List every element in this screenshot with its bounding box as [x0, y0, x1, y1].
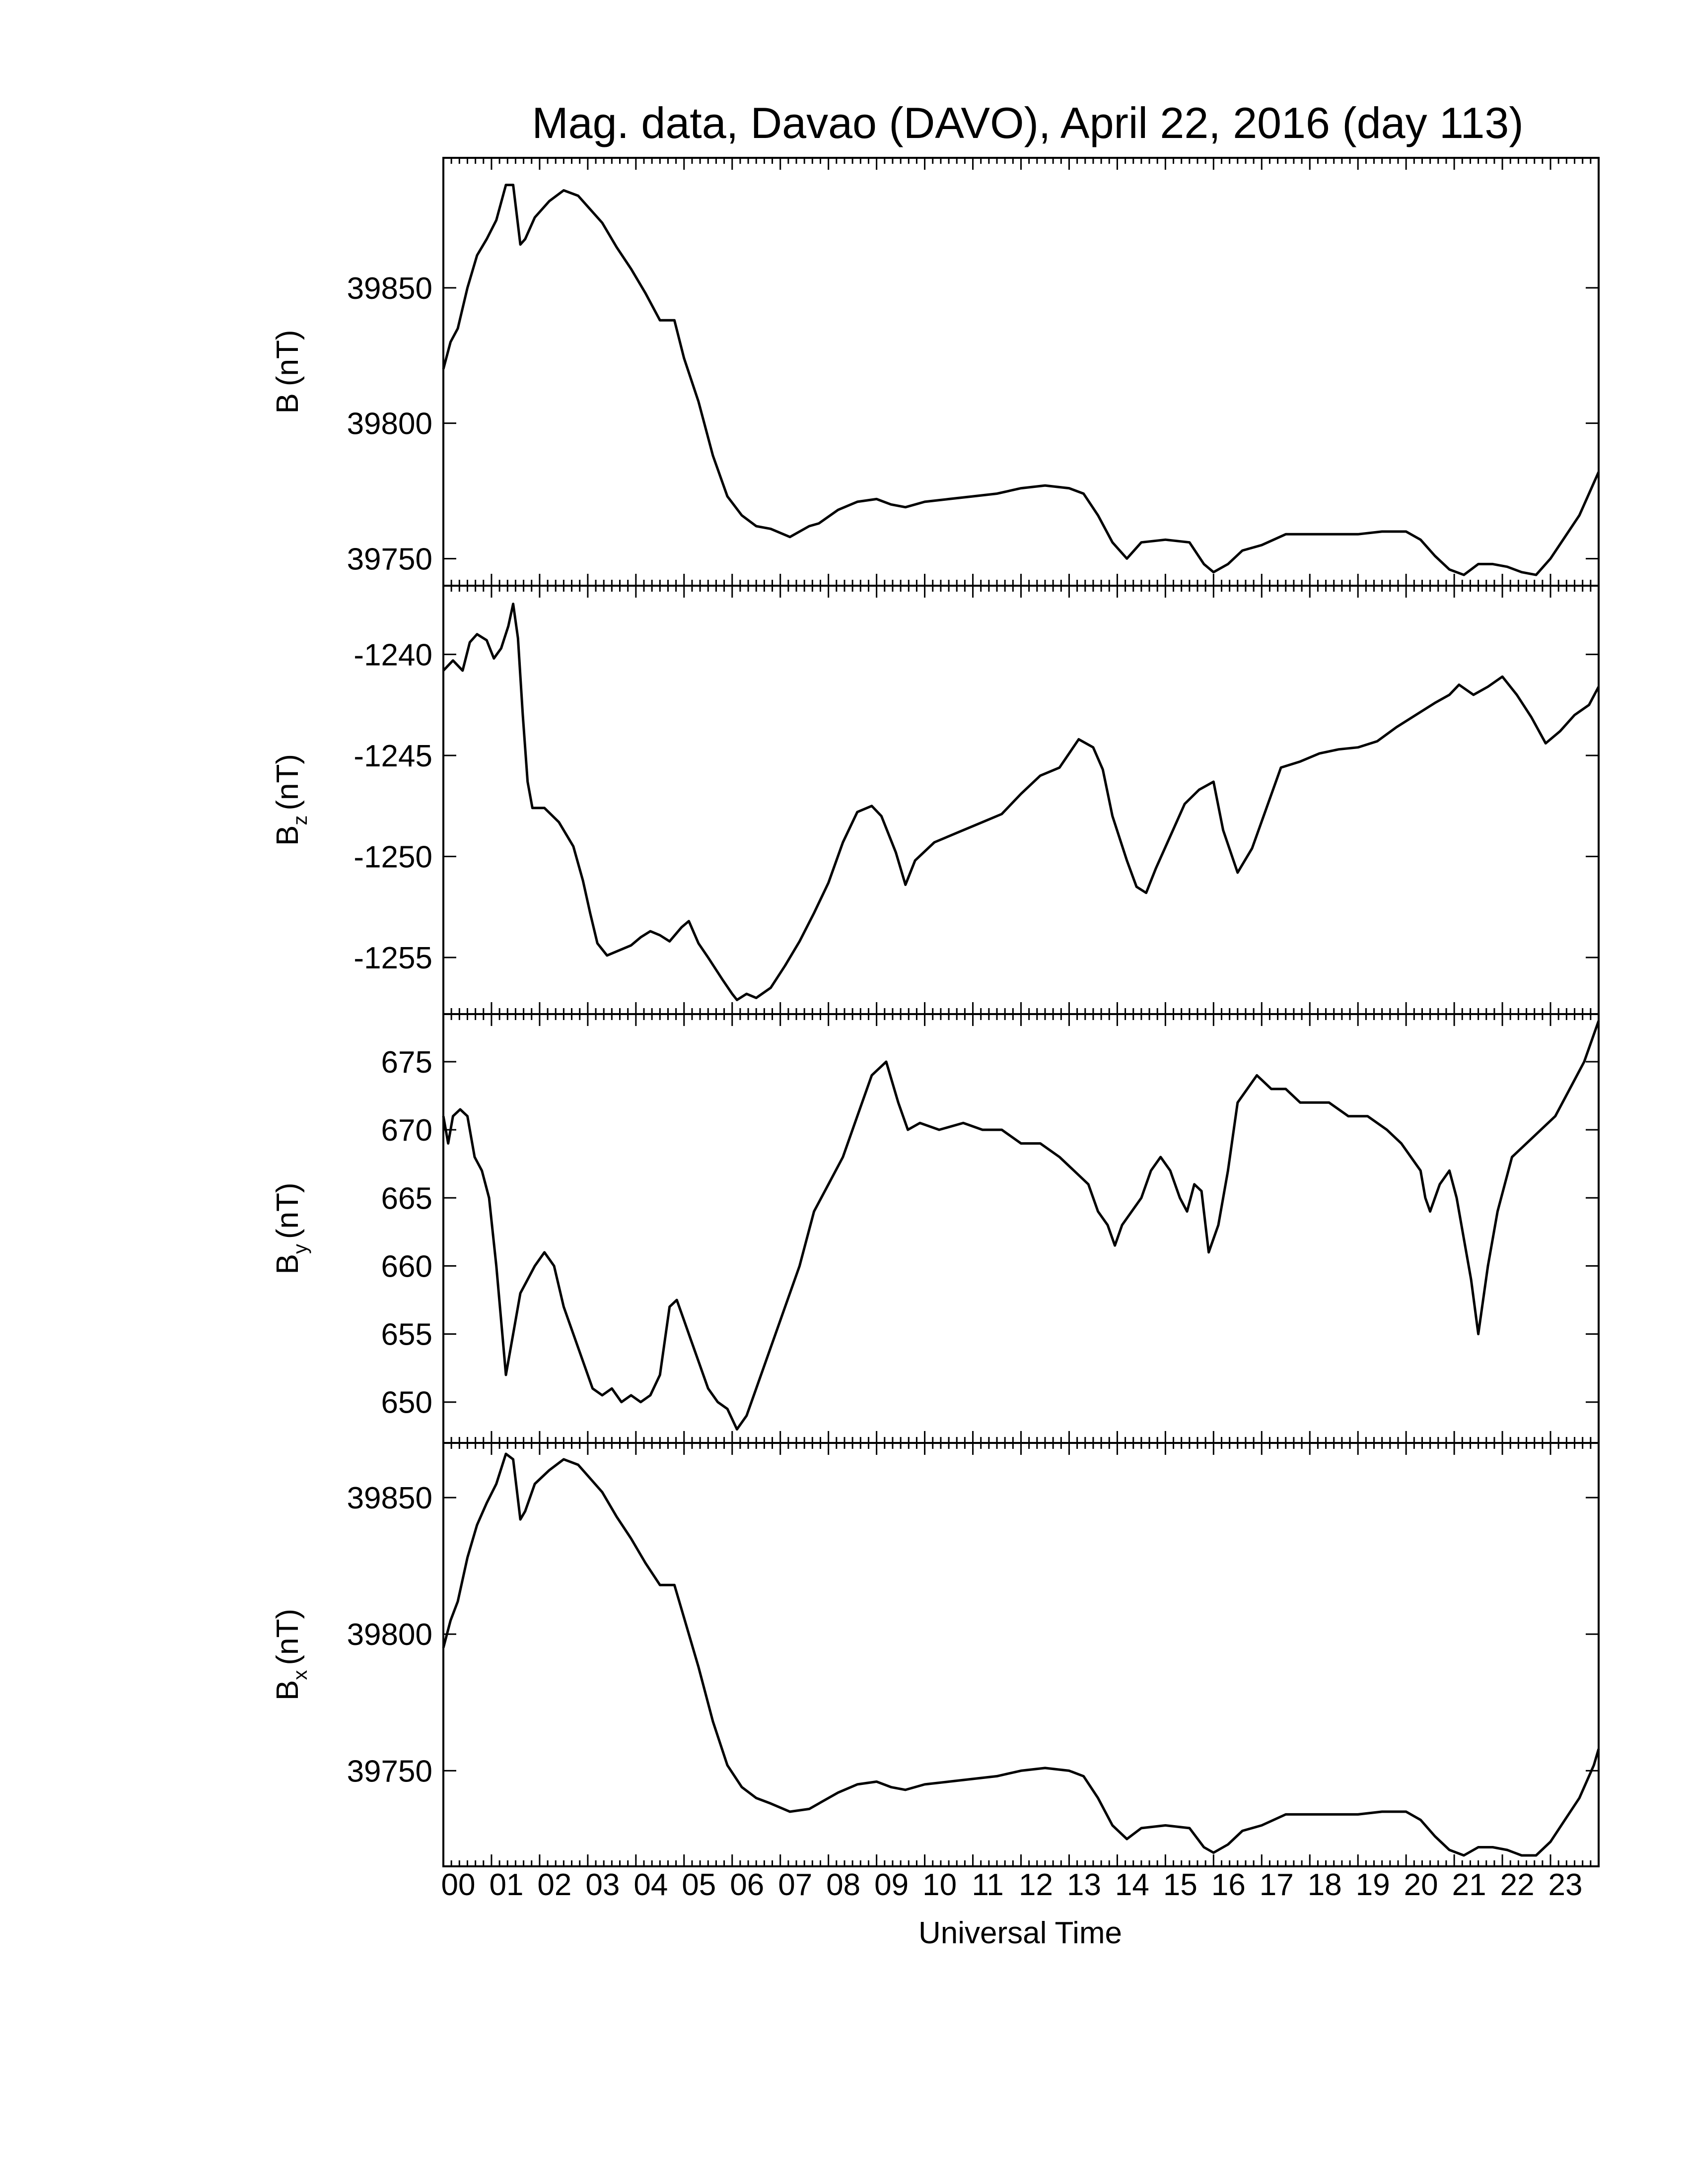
x-axis-label: Universal Time: [918, 1916, 1122, 1950]
x-tick-label: 21: [1452, 1868, 1486, 1902]
y-axis-label-unit: (nT): [271, 330, 305, 386]
panel-4: 39750 39800 39850 Bx (nT): [271, 1442, 1600, 1867]
x-tick-label: 12: [1019, 1868, 1053, 1902]
y-axis-label-sub: z: [289, 816, 311, 825]
x-tick-label: 16: [1211, 1868, 1246, 1902]
x-tick-label: 02: [537, 1868, 571, 1902]
y-tick-label: 670: [381, 1113, 432, 1148]
panel-frame: [442, 157, 1600, 587]
y-tick-label: -1255: [353, 941, 432, 975]
y-tick-label: -1250: [353, 840, 432, 874]
y-tick-label: 39800: [347, 1618, 432, 1652]
x-tick-label: 05: [682, 1868, 716, 1902]
x-tick-label: 20: [1404, 1868, 1438, 1902]
y-axis-label: B (nT): [271, 330, 305, 413]
y-axis-label-sub: y: [289, 1244, 311, 1254]
y-tick-label: 39750: [347, 1754, 432, 1788]
x-tick-label: 18: [1308, 1868, 1342, 1902]
x-tick-label: 22: [1500, 1868, 1535, 1902]
y-axis-label-main: B: [271, 393, 305, 413]
y-tick-label: -1240: [353, 638, 432, 672]
y-axis-label-main: B: [271, 825, 305, 846]
x-tick-label: 10: [922, 1868, 957, 1902]
x-tick-label: 15: [1163, 1868, 1197, 1902]
y-tick-label: 39850: [347, 272, 432, 306]
x-tick-label: 19: [1356, 1868, 1390, 1902]
x-tick-label: 06: [730, 1868, 764, 1902]
x-tick-label: 17: [1260, 1868, 1294, 1902]
y-axis-label-unit: (nT): [271, 754, 305, 811]
series-line-panel-2: [442, 603, 1600, 1001]
y-axis-label-sub: x: [289, 1670, 311, 1680]
y-axis-label-main: B: [271, 1680, 305, 1701]
x-axis: 00 01 02 03 04 05 06 07 08 09 10 11 12 13 14 15 16 17 18 19…: [441, 1868, 1583, 1902]
y-tick-label: 655: [381, 1318, 432, 1352]
y-tick-label: -1245: [353, 739, 432, 773]
chart-title: Mag. data, Davao (DAVO), April 22, 2016 …: [532, 98, 1523, 147]
y-tick-label: 650: [381, 1386, 432, 1420]
series-line-panel-1: [442, 184, 1600, 576]
y-tick-label: 39800: [347, 407, 432, 441]
y-axis-label-main: B: [271, 1254, 305, 1274]
x-tick-label: 14: [1115, 1868, 1149, 1902]
y-tick-label: 660: [381, 1249, 432, 1284]
y-axis-label: Bx (nT): [271, 1609, 311, 1701]
panel-2: -1240 -1245 -1250 -1255 Bz (nT): [271, 585, 1600, 1015]
y-tick-label: 39850: [347, 1481, 432, 1515]
x-tick-label: 03: [585, 1868, 620, 1902]
y-tick-label: 665: [381, 1181, 432, 1216]
panel-1: 39750 39800 39850 B (nT): [271, 157, 1600, 587]
panel-frame: [442, 585, 1600, 1015]
panel-frame: [442, 1013, 1600, 1444]
x-tick-label: 07: [778, 1868, 812, 1902]
y-axis-label-unit: (nT): [271, 1182, 305, 1239]
x-tick-label: 04: [633, 1868, 668, 1902]
x-tick-label: 13: [1067, 1868, 1101, 1902]
x-tick-label: 09: [874, 1868, 909, 1902]
x-tick-label: 00: [441, 1868, 476, 1902]
y-axis-label-unit: (nT): [271, 1609, 305, 1665]
y-axis-label: Bz (nT): [271, 754, 311, 846]
series-line-panel-4: [442, 1452, 1600, 1857]
panel-frame: [442, 1442, 1600, 1867]
panel-3: 650 655 660 665 670 675 By (nT): [271, 1013, 1600, 1444]
chart-panels: 39750 39800 39850 B (nT) -1240 -1245 -1250 -1255…: [271, 157, 1600, 1867]
x-tick-label: 11: [972, 1868, 1003, 1902]
y-axis-label: By (nT): [271, 1182, 311, 1274]
x-tick-label: 08: [826, 1868, 860, 1902]
y-tick-label: 675: [381, 1045, 432, 1080]
x-tick-label: 01: [489, 1868, 523, 1902]
y-tick-label: 39750: [347, 542, 432, 576]
series-line-panel-3: [442, 1020, 1600, 1431]
x-tick-label: 23: [1548, 1868, 1583, 1902]
